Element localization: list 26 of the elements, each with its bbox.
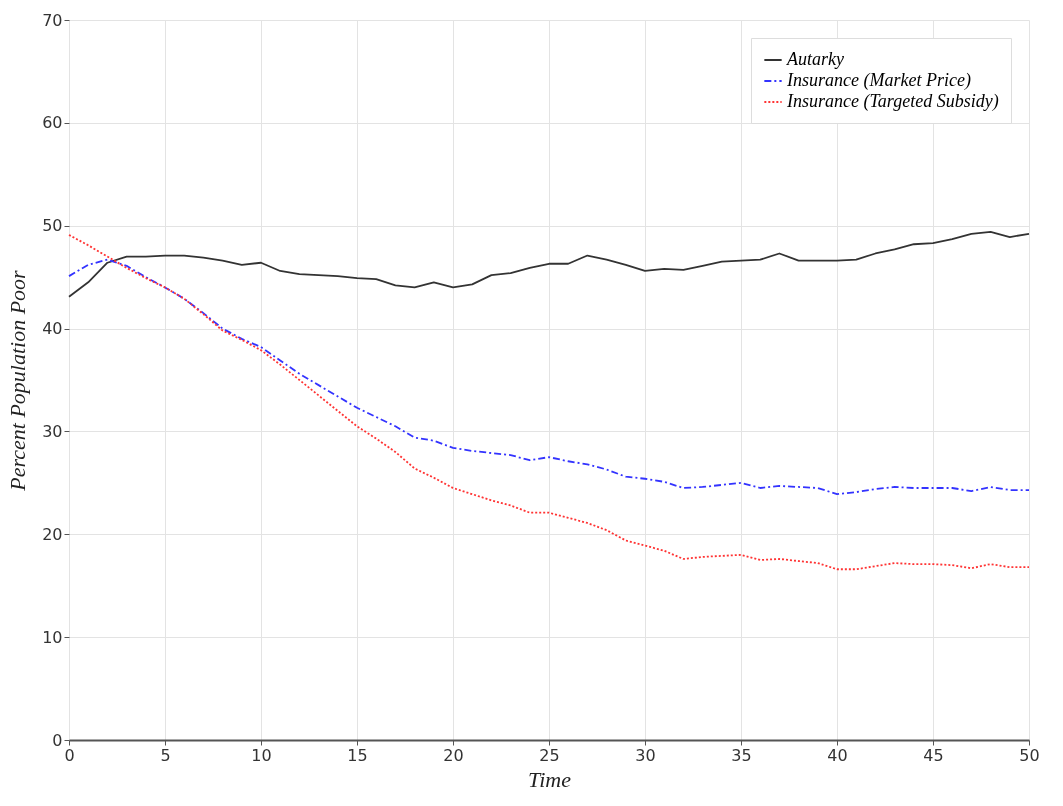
x-tick-label: 45 — [923, 745, 944, 765]
x-tick-label: 25 — [539, 745, 560, 765]
x-tick-label: 40 — [827, 745, 848, 765]
line-series — [68, 234, 1030, 571]
y-tick-label: 40 — [42, 319, 63, 339]
x-tick-label: 35 — [731, 745, 752, 765]
legend-label: Insurance (Targeted Subsidy) — [786, 91, 999, 112]
y-axis-title: Percent Population Poor — [5, 269, 31, 492]
x-tick-label: 15 — [347, 745, 368, 765]
x-tick-label: 20 — [443, 745, 464, 765]
line-series — [68, 258, 1030, 496]
line-series — [68, 230, 1030, 298]
y-tick-label: 30 — [42, 421, 63, 441]
x-tick-label: 5 — [160, 745, 171, 765]
y-tick-label: 60 — [42, 113, 63, 133]
legend-label: Autarky — [786, 49, 844, 69]
y-tick-label: 20 — [42, 524, 63, 544]
x-axis-title: Time — [528, 766, 572, 792]
y-tick-label: 0 — [52, 730, 63, 750]
x-tick-label: 50 — [1019, 745, 1040, 765]
legend-label: Insurance (Market Price) — [786, 70, 971, 91]
y-tick-label: 70 — [42, 10, 63, 30]
y-tick-label: 10 — [42, 627, 63, 647]
x-tick-label: 30 — [635, 745, 656, 765]
x-tick-label: 10 — [251, 745, 272, 765]
y-tick-label: 50 — [42, 216, 63, 236]
